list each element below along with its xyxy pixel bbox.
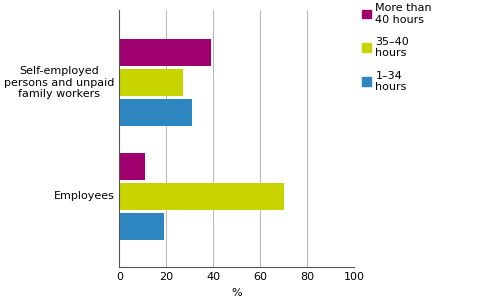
Bar bbox=[120, 99, 192, 126]
Bar bbox=[120, 183, 284, 210]
Bar bbox=[120, 213, 164, 240]
Legend: More than
40 hours, 35–40
hours, 1–34
hours: More than 40 hours, 35–40 hours, 1–34 ho… bbox=[362, 3, 432, 92]
X-axis label: %: % bbox=[232, 288, 242, 298]
Bar bbox=[120, 153, 145, 180]
Bar bbox=[120, 69, 183, 96]
Bar bbox=[120, 40, 211, 66]
